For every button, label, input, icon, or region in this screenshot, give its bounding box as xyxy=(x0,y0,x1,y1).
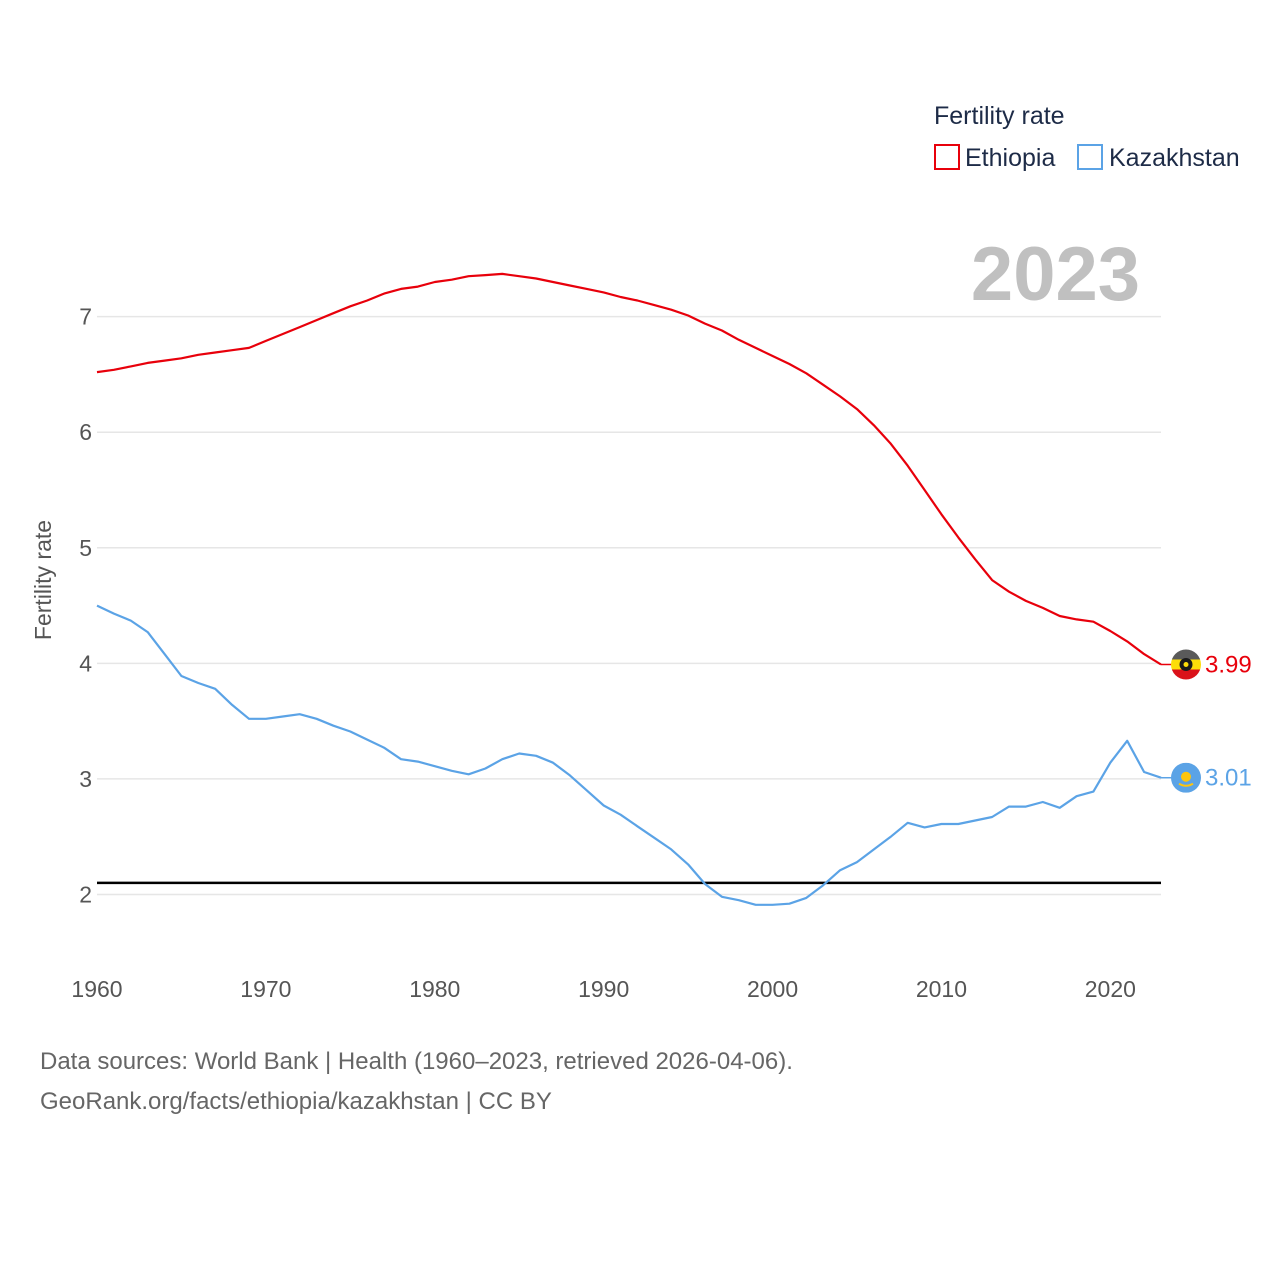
x-tick-2000: 2000 xyxy=(747,976,798,1002)
legend-label-kazakhstan[interactable]: Kazakhstan xyxy=(1109,144,1240,172)
x-tick-1980: 1980 xyxy=(409,976,460,1002)
end-markers: 3.99 3.01 xyxy=(1161,649,1252,793)
series-line-kazakhstan[interactable] xyxy=(96,604,1162,906)
series-line-ethiopia[interactable] xyxy=(96,272,1162,666)
y-tick-4: 4 xyxy=(79,650,92,676)
x-tick-1990: 1990 xyxy=(578,976,629,1002)
series-lines xyxy=(96,272,1162,906)
x-tick-2010: 2010 xyxy=(916,976,967,1002)
y-tick-7: 7 xyxy=(79,304,92,330)
footer: Data sources: World Bank | Health (1960–… xyxy=(40,1042,793,1122)
end-label-kazakhstan: 3.01 xyxy=(1205,765,1252,792)
y-tick-labels: 2 3 4 5 6 7 xyxy=(79,304,92,908)
y-tick-6: 6 xyxy=(79,419,92,445)
x-tick-1960: 1960 xyxy=(71,976,122,1002)
x-tick-1970: 1970 xyxy=(240,976,291,1002)
flag-kazakhstan-icon xyxy=(1171,762,1201,793)
x-tick-labels: 1960 1970 1980 1990 2000 2010 2020 xyxy=(71,976,1136,1002)
flag-ethiopia-icon xyxy=(1171,649,1201,680)
end-label-ethiopia: 3.99 xyxy=(1205,651,1252,678)
x-tick-2020: 2020 xyxy=(1085,976,1136,1002)
legend-label-ethiopia[interactable]: Ethiopia xyxy=(965,144,1055,172)
year-watermark: 2023 xyxy=(971,232,1140,317)
legend: Fertility rate Ethiopia Kazakhstan xyxy=(934,102,1240,172)
footer-attribution[interactable]: GeoRank.org/facts/ethiopia/kazakhstan | … xyxy=(40,1088,552,1115)
legend-title: Fertility rate xyxy=(934,102,1065,130)
grid-lines xyxy=(97,315,1161,896)
y-tick-2: 2 xyxy=(79,881,92,907)
y-tick-5: 5 xyxy=(79,535,92,561)
footer-sources: Data sources: World Bank | Health (1960–… xyxy=(40,1048,793,1075)
legend-swatch-ethiopia[interactable] xyxy=(934,144,960,170)
y-axis-label: Fertility rate xyxy=(30,520,56,640)
y-tick-3: 3 xyxy=(79,766,92,792)
legend-swatch-kazakhstan[interactable] xyxy=(1077,144,1103,170)
